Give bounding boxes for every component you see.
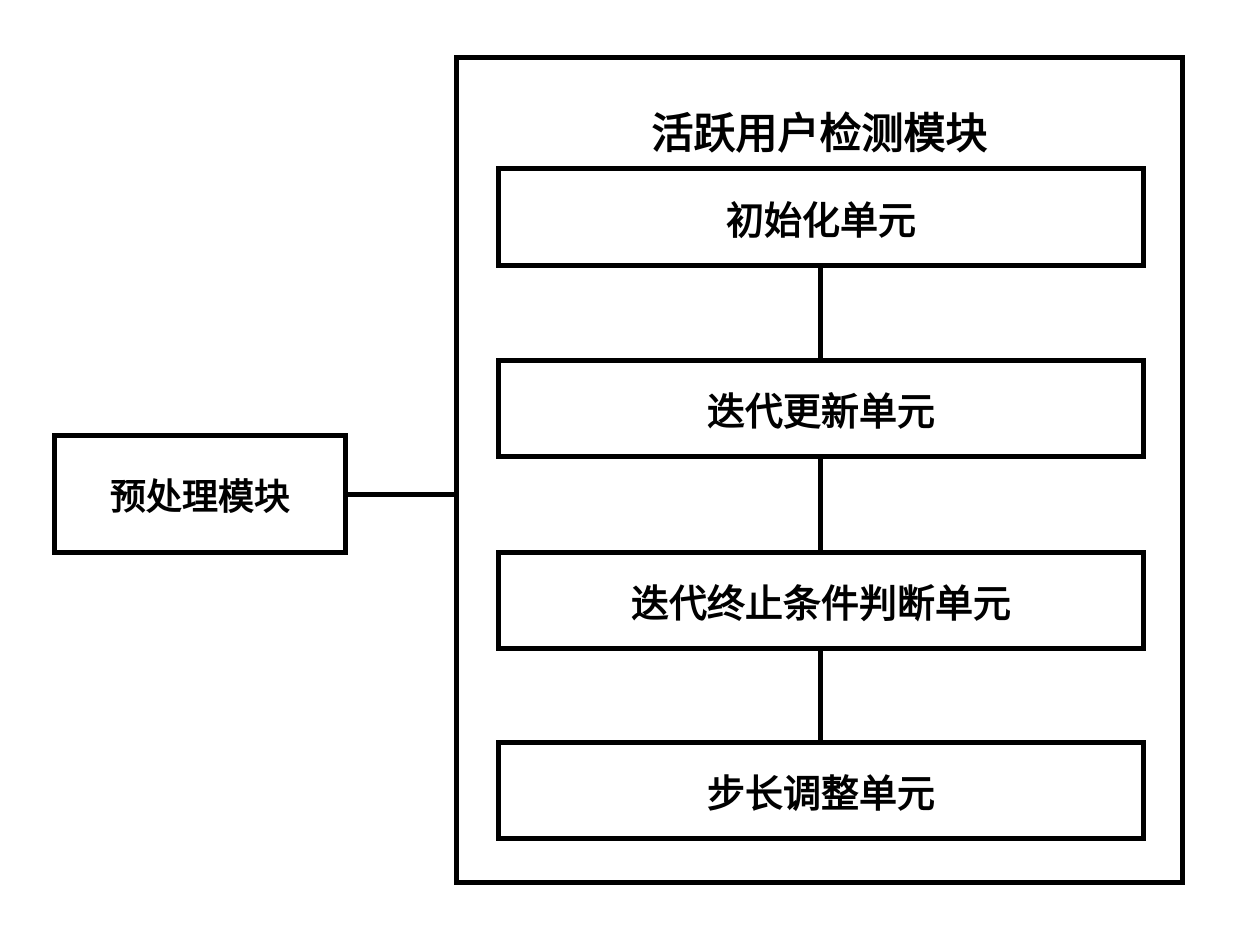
connector-left-to-right xyxy=(348,492,454,497)
iteration-update-unit-box: 迭代更新单元 xyxy=(496,358,1146,459)
iteration-termination-condition-unit-label: 迭代终止条件判断单元 xyxy=(631,573,1011,628)
active-user-detection-module-title: 活跃用户检测模块 xyxy=(459,100,1180,161)
initialization-unit-box: 初始化单元 xyxy=(496,166,1146,268)
preprocessing-module-box: 预处理模块 xyxy=(52,433,348,555)
initialization-unit-label: 初始化单元 xyxy=(726,190,916,245)
step-size-adjustment-unit-box: 步长调整单元 xyxy=(496,740,1146,841)
preprocessing-module-label: 预处理模块 xyxy=(110,468,290,520)
connector-unit-3-to-4 xyxy=(818,651,823,740)
step-size-adjustment-unit-label: 步长调整单元 xyxy=(707,763,935,818)
iteration-termination-condition-unit-box: 迭代终止条件判断单元 xyxy=(496,550,1146,651)
connector-unit-1-to-2 xyxy=(818,268,823,358)
iteration-update-unit-label: 迭代更新单元 xyxy=(707,381,935,436)
connector-unit-2-to-3 xyxy=(818,459,823,550)
